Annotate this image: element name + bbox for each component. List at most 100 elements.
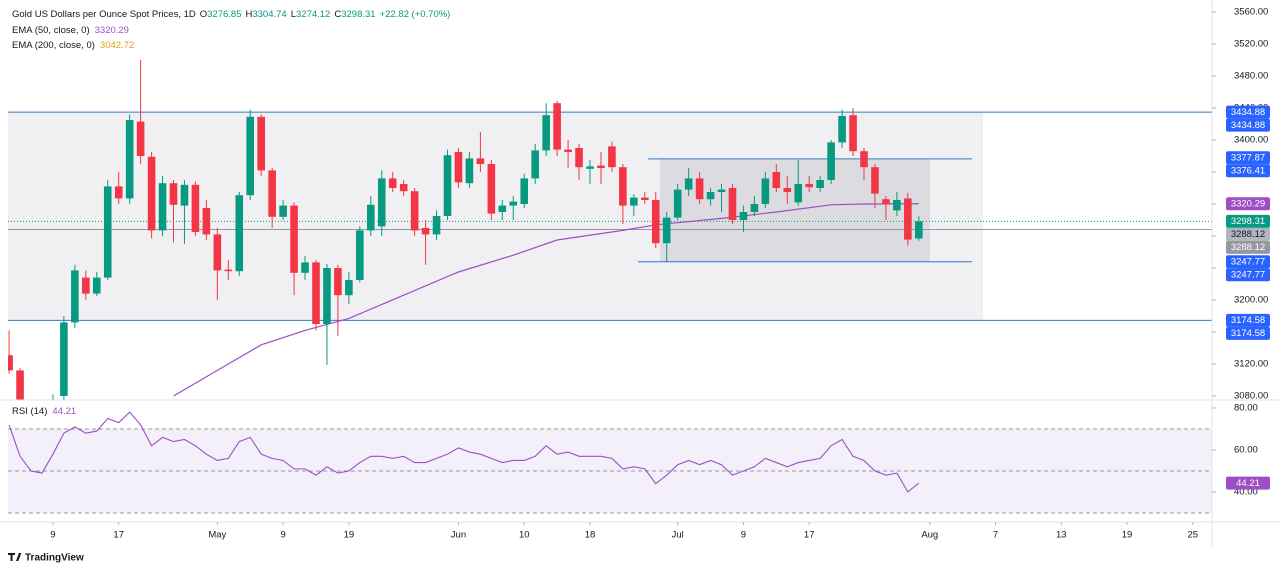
candle-body [257, 116, 265, 171]
candle-body [498, 205, 507, 212]
candle-body [71, 270, 79, 323]
candle-body [443, 155, 452, 216]
price-tag-label: 3247.77 [1231, 270, 1265, 281]
candle-body [136, 121, 145, 156]
price-tag-label: 3174.58 [1231, 315, 1265, 326]
legend-part: RSI (14) [12, 406, 47, 417]
candle-body [487, 164, 496, 214]
candle-body [630, 197, 638, 206]
candle-body [893, 200, 901, 211]
logo: TradingView [8, 553, 84, 564]
rsi-tick-label: 40.00 [1234, 486, 1258, 497]
candle-body [268, 170, 276, 217]
candle-body [421, 228, 430, 235]
candle-body [728, 188, 737, 220]
candle-body [739, 212, 748, 220]
price-tag [1226, 164, 1270, 178]
legend-part: C [334, 9, 341, 20]
price-tag-label: 3288.12 [1231, 229, 1265, 240]
candle-body [180, 184, 189, 206]
price-tag [1226, 313, 1270, 327]
candle-body [345, 280, 353, 296]
ema-line [173, 203, 919, 397]
candle-body [597, 165, 605, 168]
rsi-pane [8, 411, 1212, 514]
candle-body [673, 189, 682, 218]
price-tag-label: 3288.12 [1231, 242, 1265, 253]
candle-body [476, 158, 485, 164]
rsi-line [8, 411, 920, 493]
x-tick-label: 19 [1122, 530, 1133, 541]
x-tick-label: 10 [519, 530, 530, 541]
candle-body [805, 184, 814, 188]
legend-part: H [245, 9, 252, 20]
candle-body [114, 186, 123, 199]
price-tag [1226, 326, 1270, 340]
candle-body [465, 158, 474, 184]
candle-body [608, 146, 616, 168]
candle-body [860, 151, 868, 168]
x-tick-label: 9 [50, 530, 55, 541]
candle-body [82, 277, 90, 294]
legend-part: 44.21 [52, 406, 76, 417]
price-tag [1226, 255, 1270, 269]
candle-body [651, 200, 660, 244]
candle-body [706, 192, 715, 200]
axes: 3560.003520.003480.003440.003400.003360.… [0, 0, 1280, 546]
rsi-tick-label: 60.00 [1234, 444, 1258, 455]
inner-range [660, 158, 930, 262]
candle-body [816, 180, 824, 188]
candle-body [246, 116, 255, 196]
price-tag-label: 3174.58 [1231, 328, 1265, 339]
y-tick-label: 3520.00 [1234, 39, 1268, 50]
legend-part: 3274.12 [296, 9, 330, 20]
price-tag-label: 3434.88 [1231, 120, 1265, 131]
candle-body [125, 120, 134, 199]
candle-body [531, 150, 539, 179]
legend-line: Gold US Dollars per Ounce Spot Prices, 1… [12, 9, 450, 20]
legend-part: EMA (50, close, 0) [12, 25, 90, 36]
candle-body [542, 115, 550, 151]
candle-body [871, 167, 879, 194]
candle-body [915, 221, 923, 239]
legend-part: 3304.74 [252, 9, 286, 20]
candle-body [761, 178, 770, 204]
price-tag-label: 3377.87 [1231, 153, 1265, 164]
x-tick-label: Jun [451, 530, 466, 541]
logo-icon [8, 553, 22, 561]
candle-body [794, 184, 803, 203]
x-tick-label: Aug [921, 530, 938, 541]
price-tag-label: 3320.29 [1231, 199, 1265, 210]
y-tick-label: 3400.00 [1234, 135, 1268, 146]
candle-body [640, 197, 649, 200]
price-tag [1226, 118, 1270, 132]
x-tick-label: May [208, 530, 226, 541]
candle-body [290, 205, 298, 273]
candle-body [717, 189, 726, 192]
candle-body [377, 178, 386, 227]
candle-body [399, 184, 408, 192]
legend-line: EMA (50, close, 0) 3320.29 [12, 25, 129, 36]
price-tag-label: 3376.41 [1231, 166, 1265, 177]
candle-body [586, 166, 594, 169]
candle-body [432, 216, 441, 235]
y-tick-label: 3480.00 [1234, 71, 1268, 82]
legend-part: 3320.29 [95, 25, 129, 36]
price-tag [1226, 197, 1270, 211]
legend-part: 3298.31 [341, 9, 375, 20]
candle-body [279, 205, 287, 217]
candle-body [158, 183, 167, 231]
legend-part: 3042.72 [100, 40, 134, 51]
candle-body [312, 262, 320, 324]
price-tag-label: 3298.31 [1231, 216, 1265, 227]
candle-body [509, 201, 518, 206]
x-tick-label: 19 [344, 530, 355, 541]
price-tag-label: 3247.77 [1231, 257, 1265, 268]
legend-part: +22.82 (+0.70%) [380, 9, 451, 20]
x-tick-label: Jul [672, 530, 684, 541]
y-tick-label: 3080.00 [1234, 391, 1268, 402]
legend-part: 3276.85 [207, 9, 241, 20]
x-tick-label: 17 [804, 530, 815, 541]
candle-body [366, 204, 375, 231]
